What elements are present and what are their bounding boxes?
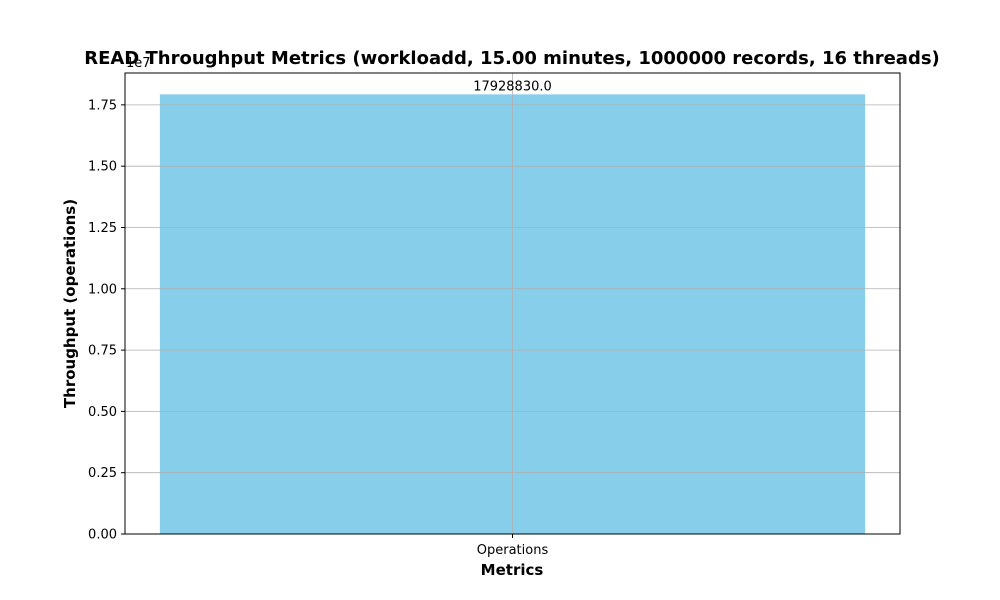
- y-tick-label: 0.00: [88, 528, 117, 543]
- y-tick-label: 1.25: [88, 221, 117, 236]
- y-axis-label: Throughput (operations): [61, 199, 79, 408]
- y-tick-label: 0.25: [88, 466, 117, 481]
- y-axis-offset-label: 1e7: [126, 56, 151, 71]
- bar-value-label: 17928830.0: [473, 79, 552, 94]
- x-axis-label: Metrics: [481, 561, 544, 579]
- axis-layer: 0.00 0.25 0.50 0.75 1.00 1.25 1.50 1.75 Operatio…: [88, 72, 901, 558]
- chart-title: READ Throughput Metrics (workloadd, 15.0…: [84, 48, 940, 69]
- y-tick-label: 0.75: [88, 344, 117, 359]
- y-tick-label: 1.00: [88, 282, 117, 297]
- x-tick-label: Operations: [477, 543, 549, 558]
- y-tick-label: 0.50: [88, 405, 117, 420]
- y-tick-label: 1.75: [88, 98, 117, 113]
- y-tick-label: 1.50: [88, 160, 117, 175]
